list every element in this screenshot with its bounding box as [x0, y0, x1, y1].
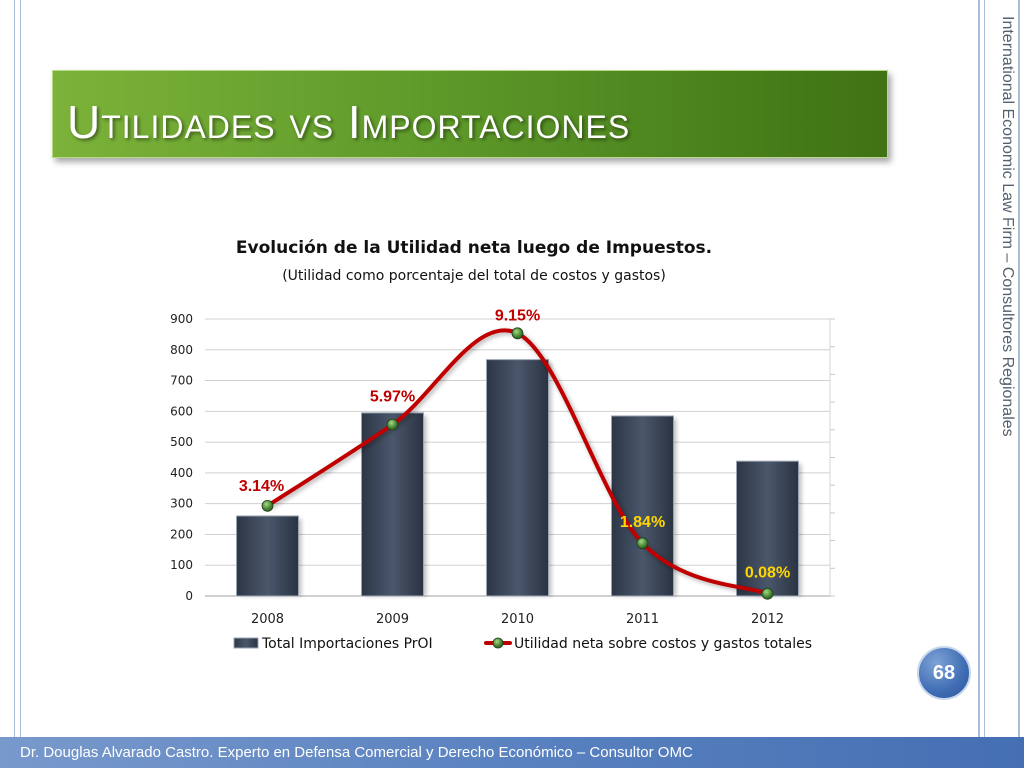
y-tick-label: 200: [170, 527, 193, 541]
line-marker: [761, 587, 774, 600]
footer-bar: Dr. Douglas Alvarado Castro. Experto en …: [0, 737, 1024, 768]
y-tick-label: 600: [170, 404, 193, 418]
y-tick-label: 400: [170, 466, 193, 480]
data-label: 3.14%: [239, 478, 284, 495]
slide-title: Utilidades vs Importaciones: [67, 96, 631, 148]
data-label: 0.08%: [745, 565, 790, 582]
title-banner: Utilidades vs Importaciones: [52, 70, 888, 158]
y-tick-label: 900: [170, 312, 193, 326]
line-marker: [386, 418, 399, 431]
page-number-badge: 68: [917, 646, 971, 700]
legend-label-bar: Total Importaciones PrOI: [261, 636, 433, 652]
x-tick-label: 2010: [501, 612, 534, 627]
footer-text: Dr. Douglas Alvarado Castro. Experto en …: [20, 744, 693, 761]
frame-line-left-inner: [20, 0, 21, 737]
x-tick-label: 2008: [251, 612, 284, 627]
data-label: 1.84%: [620, 514, 665, 531]
x-tick-label: 2009: [376, 612, 409, 627]
bar: [236, 515, 299, 597]
data-label: 5.97%: [370, 389, 415, 406]
bar: [611, 415, 674, 597]
frame-line-right: [978, 0, 980, 737]
line-marker: [261, 499, 274, 512]
y-tick-label: 800: [170, 343, 193, 357]
legend-swatch-marker: [492, 637, 504, 649]
legend-label-line: Utilidad neta sobre costos y gastos tota…: [514, 636, 812, 652]
y-tick-label: 700: [170, 374, 193, 388]
frame-line-right-outer: [1018, 0, 1020, 737]
y-tick-label: 500: [170, 435, 193, 449]
frame-line-left: [14, 0, 15, 737]
side-vertical-text: International Economic Law Firm – Consul…: [999, 16, 1016, 437]
x-tick-label: 2012: [751, 612, 784, 627]
chart-subtitle: (Utilidad como porcentaje del total de c…: [282, 268, 666, 284]
frame-line-right-inner: [984, 0, 985, 737]
y-tick-label: 100: [170, 558, 193, 572]
bar: [736, 460, 799, 597]
y-tick-label: 300: [170, 497, 193, 511]
data-label: 9.15%: [495, 307, 540, 324]
chart-title: Evolución de la Utilidad neta luego de I…: [235, 238, 713, 258]
x-tick-label: 2011: [626, 612, 659, 627]
line-marker: [511, 327, 524, 340]
line-marker: [636, 537, 649, 550]
y-tick-label: 0: [185, 589, 193, 603]
bar: [486, 359, 549, 597]
legend-swatch-bar: [233, 637, 259, 649]
